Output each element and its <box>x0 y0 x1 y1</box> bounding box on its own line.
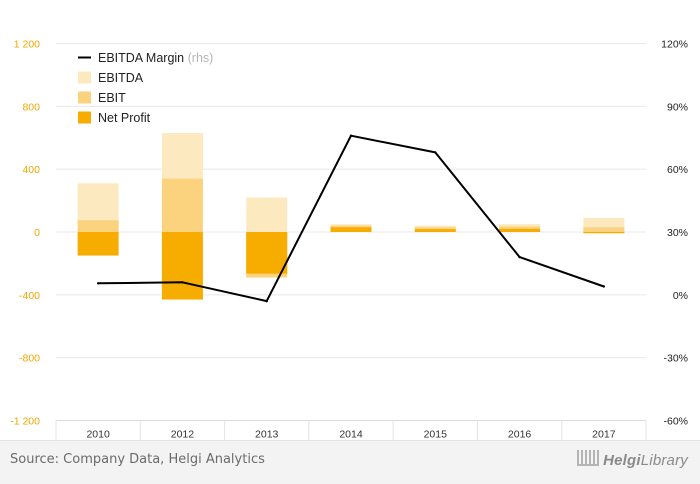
point-ebitda-margin <box>265 299 268 303</box>
bar-net-profit <box>499 228 541 232</box>
brand-name-a: Helgi <box>603 452 641 469</box>
bar-net-profit <box>161 232 203 300</box>
source-note: Source: Company Data, Helgi Analytics <box>10 452 265 467</box>
x-tick-label: 2013 <box>255 429 279 441</box>
y-left-tick-label: -1 200 <box>10 416 40 428</box>
y-left-tick-label: -800 <box>19 353 40 365</box>
y-right-tick-label: 0% <box>673 290 688 302</box>
y-right-tick-label: 120% <box>661 39 688 51</box>
bar-net-profit <box>77 232 119 256</box>
legend-label: EBITDA Margin (rhs) <box>98 51 213 65</box>
point-ebitda-margin <box>349 134 353 137</box>
bar-net-profit <box>414 229 456 232</box>
point-ebitda-margin <box>181 281 184 284</box>
x-tick-label: 2017 <box>592 429 616 441</box>
y-right-tick-label: 30% <box>667 227 688 239</box>
bar-net-profit <box>330 227 372 232</box>
brand-name-b: Library <box>640 452 688 469</box>
x-tick-label: 2010 <box>86 429 110 441</box>
legend-suffix: (rhs) <box>184 51 213 65</box>
x-tick-label: 2016 <box>508 429 532 441</box>
legend-label: EBIT <box>98 91 126 105</box>
axes: 1 200 800 400 0 -400 -800 -1 200 120% 90% 60% 30% 0… <box>10 39 688 441</box>
brand-logo: HelgiLibrary <box>577 450 688 469</box>
x-tick-label: 2014 <box>339 429 363 441</box>
y-right-tick-label: 90% <box>667 101 688 113</box>
y-right-tick-label: -30% <box>663 353 688 365</box>
bar-net-profit <box>246 232 288 274</box>
point-ebitda-margin <box>434 151 437 154</box>
y-left-tick-label: 1 200 <box>14 39 40 51</box>
point-ebitda-margin <box>96 282 100 285</box>
bar-ebit <box>583 227 625 232</box>
legend-label: Net Profit <box>98 111 151 125</box>
x-tick-label: 2015 <box>424 429 448 441</box>
grid-lines <box>55 43 647 443</box>
legend-label: EBITDA <box>98 71 144 85</box>
legend-swatch-box <box>78 111 91 124</box>
bar-ebit <box>161 178 203 232</box>
margin-line <box>96 134 606 303</box>
bar-net-profit <box>583 232 625 234</box>
bar-ebitda <box>246 197 288 232</box>
bar-ebit <box>77 220 119 232</box>
y-left-tick-label: 400 <box>22 164 40 176</box>
y-left-tick-label: 0 <box>34 227 40 239</box>
x-tick-label: 2012 <box>171 429 195 441</box>
y-left-tick-label: 800 <box>22 101 40 113</box>
y-right-tick-label: 60% <box>667 164 688 176</box>
point-ebitda-margin <box>602 285 606 288</box>
y-right-tick-label: -60% <box>663 416 688 428</box>
point-ebitda-margin <box>518 255 521 259</box>
bar-series <box>77 133 625 300</box>
library-logo-icon <box>577 450 600 466</box>
footer: Source: Company Data, Helgi Analytics He… <box>0 440 700 484</box>
legend-swatch-box <box>78 91 91 104</box>
legend: EBITDA Margin (rhs) EBITDA EBIT Net Profit <box>78 51 213 125</box>
legend-swatch-box <box>78 71 91 84</box>
y-left-tick-label: -400 <box>19 290 40 302</box>
